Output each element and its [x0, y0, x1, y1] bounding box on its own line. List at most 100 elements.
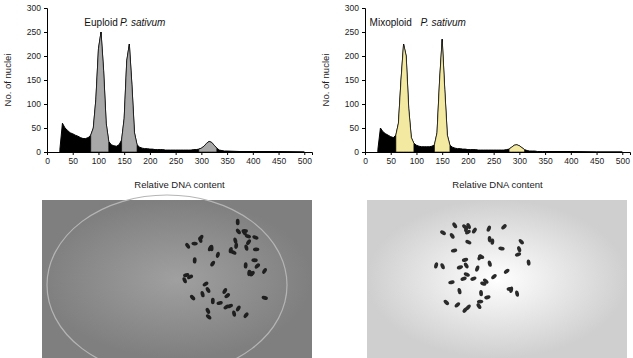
- cell-outline: [47, 195, 287, 358]
- chromosome: [232, 310, 237, 317]
- tick-mark: [362, 128, 365, 129]
- tick: 100: [92, 152, 106, 166]
- chromosome: [500, 223, 507, 230]
- chromosome: [515, 290, 520, 297]
- tick-label: 0: [354, 147, 359, 157]
- chromosome: [254, 262, 261, 269]
- chromosome: [460, 276, 467, 282]
- chromosome: [503, 268, 510, 275]
- chromosome: [439, 229, 446, 236]
- chromosome: [484, 295, 491, 300]
- chromosome: [183, 272, 190, 277]
- chromosome: [440, 263, 446, 270]
- chromosome: [191, 241, 198, 245]
- chromosome: [243, 312, 250, 319]
- tick: 150: [118, 152, 132, 166]
- tick-mark: [362, 152, 365, 153]
- chromosome: [480, 281, 487, 286]
- tick: 50: [68, 152, 78, 166]
- chromosome: [205, 307, 211, 314]
- tick-mark: [44, 56, 47, 57]
- tick: 50: [386, 152, 396, 166]
- tick: 300: [345, 3, 365, 13]
- y-axis-title: No. of nuclei: [320, 54, 331, 107]
- chromosome: [235, 305, 242, 312]
- figure: 0501001502002503003504004505000501001502…: [0, 0, 633, 358]
- micrograph: [42, 195, 312, 358]
- chromosome: [443, 299, 450, 306]
- tick-label: 500: [616, 156, 630, 166]
- chromosome: [242, 229, 248, 233]
- annotation: P. sativum: [120, 17, 165, 28]
- chromosome: [205, 313, 212, 320]
- tick-label: 250: [345, 27, 359, 37]
- tick-mark: [227, 152, 228, 155]
- y-axis-title: No. of nuclei: [2, 54, 13, 107]
- tick-mark: [362, 104, 365, 105]
- tick-label: 200: [461, 156, 475, 166]
- tick-label: 50: [386, 156, 396, 166]
- x-axis-title: Relative DNA content: [452, 179, 543, 190]
- chromosome: [486, 225, 492, 232]
- plot-area: [60, 32, 304, 152]
- tick-mark: [622, 152, 623, 155]
- chromosome: [247, 270, 251, 277]
- chromosome: [200, 291, 205, 298]
- chromosome: [470, 276, 477, 282]
- chromosome: [456, 264, 463, 270]
- histogram-profile: [60, 32, 304, 152]
- chromosome: [509, 286, 514, 293]
- chromosome: [211, 298, 215, 304]
- tick-mark: [416, 152, 417, 155]
- tick-label: 200: [143, 156, 157, 166]
- tick-mark: [519, 152, 520, 155]
- axis-line: [48, 153, 313, 156]
- chromosome: [222, 287, 228, 294]
- chromosome: [477, 299, 484, 303]
- tick: 450: [590, 152, 604, 166]
- chromosome: [463, 262, 470, 269]
- chromosome: [236, 219, 240, 225]
- y-axis: 050100150200250300: [345, 3, 366, 157]
- tick-label: 300: [27, 3, 41, 13]
- tick: 50: [32, 123, 47, 133]
- chromosome: [461, 224, 468, 231]
- tick: 350: [221, 152, 235, 166]
- chromosome: [207, 245, 213, 252]
- tick-label: 250: [487, 156, 501, 166]
- tick: 500: [616, 152, 630, 166]
- tick: 250: [169, 152, 183, 166]
- tick-mark: [253, 152, 254, 155]
- x-axis: 050100150200250300350400450500: [363, 152, 630, 166]
- tick-label: 50: [32, 123, 42, 133]
- tick-label: 450: [272, 156, 286, 166]
- tick-label: 0: [36, 147, 41, 157]
- tick-label: 100: [27, 99, 41, 109]
- chromosome: [471, 227, 478, 234]
- tick-mark: [44, 8, 47, 9]
- chromosome: [490, 238, 494, 245]
- chromosome: [189, 294, 196, 301]
- tick-mark: [44, 80, 47, 81]
- tick: 0: [363, 152, 368, 166]
- chromosome: [202, 281, 209, 288]
- histogram-panel: 0501001502002503003504004505000501001502…: [2, 3, 313, 190]
- chromosome: [230, 249, 237, 255]
- chromosome: [210, 245, 214, 252]
- tick-label: 350: [221, 156, 235, 166]
- tick: 400: [246, 152, 260, 166]
- tick: 300: [513, 152, 527, 166]
- tick-label: 100: [92, 156, 106, 166]
- annotation: Mixoploid: [370, 17, 412, 28]
- chromosome: [449, 232, 456, 239]
- tick: 50: [350, 123, 365, 133]
- axis-line: [362, 9, 366, 153]
- tick-mark: [73, 152, 74, 155]
- annotation: Euploid: [84, 17, 117, 28]
- chromosome: [479, 290, 483, 297]
- tick-label: 250: [169, 156, 183, 166]
- tick-label: 300: [345, 3, 359, 13]
- chromosome: [209, 260, 216, 267]
- tick-mark: [279, 152, 280, 155]
- tick-mark: [442, 152, 443, 155]
